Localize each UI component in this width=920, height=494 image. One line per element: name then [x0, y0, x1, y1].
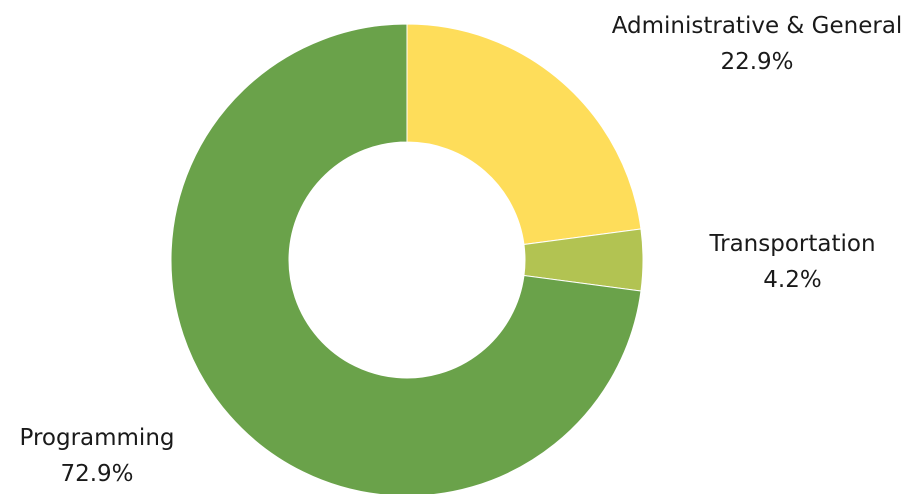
- slice-name: Administrative & General: [611, 13, 903, 39]
- slice-name: Programming: [19, 425, 175, 451]
- label-programming: Programming 72.9%: [2, 420, 192, 492]
- slice-percent: 22.9%: [720, 49, 794, 75]
- slice-percent: 72.9%: [60, 461, 134, 487]
- label-transportation: Transportation 4.2%: [690, 226, 895, 298]
- donut-slices: [170, 23, 644, 494]
- slice-percent: 4.2%: [763, 267, 822, 293]
- label-administrative-general: Administrative & General 22.9%: [597, 8, 917, 80]
- slice-administrative-general: [406, 23, 642, 246]
- slice-name: Transportation: [709, 231, 876, 257]
